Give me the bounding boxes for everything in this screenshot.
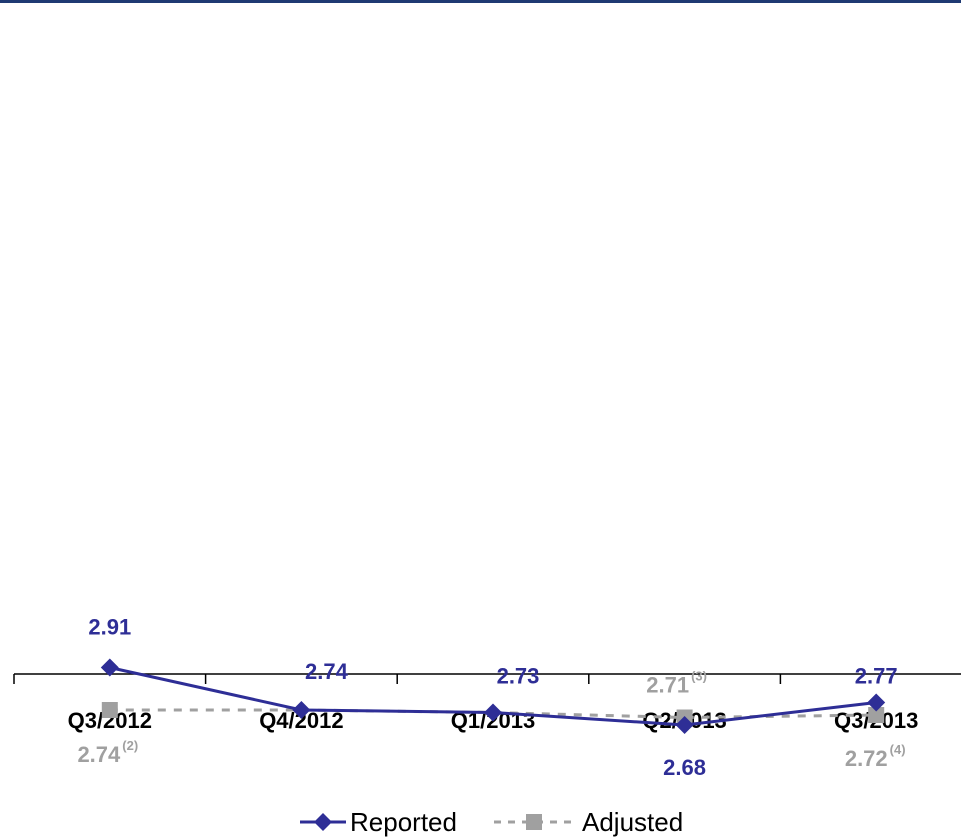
reported-data-label: 2.74 [305,659,349,684]
reported-point [292,701,311,719]
adjusted-data-label: 2.74 (2) [77,738,138,767]
footnote-marker: (2) [122,738,138,753]
reported-data-label: 2.68 [663,755,706,780]
reported-data-label: 2.77 [855,664,898,689]
adjusted-data-label: 2.72 (4) [845,742,906,771]
data-labels: 2.91 2.74 2.73 2.68 2.77 2.74 (2) 2.71 (3) 2.72 (4… [77,615,905,781]
adjusted-point [868,707,885,723]
legend-reported-marker [314,813,332,831]
legend-label-adjusted: Adjusted [582,807,683,837]
reported-data-label: 2.73 [497,664,540,689]
adjusted-data-label: 2.71 (3) [646,669,707,698]
footnote-marker: (3) [691,669,707,684]
footnote-marker: (4) [890,742,906,757]
reported-data-label: 2.91 [88,615,131,640]
reported-point [867,693,886,712]
legend: Reported Adjusted [300,807,683,837]
reported-point [675,716,694,734]
legend-adjusted-marker [526,814,542,830]
reported-point [100,658,119,677]
adjusted-point [101,702,118,718]
reported-point [484,703,502,722]
plot-area [100,658,886,734]
legend-label-reported: Reported [350,807,457,837]
top-rule [0,0,961,3]
